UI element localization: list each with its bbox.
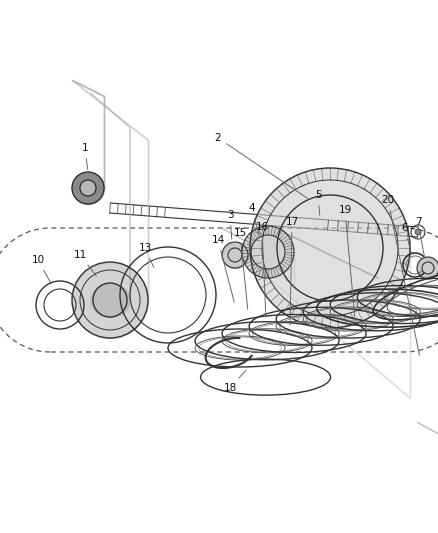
Wedge shape	[84, 196, 88, 204]
Text: 13: 13	[138, 243, 154, 268]
Wedge shape	[80, 173, 86, 181]
Text: 10: 10	[32, 255, 51, 282]
Wedge shape	[88, 172, 92, 180]
Wedge shape	[95, 190, 103, 196]
Wedge shape	[74, 192, 82, 199]
Text: 19: 19	[339, 205, 355, 317]
Wedge shape	[95, 180, 103, 186]
Wedge shape	[92, 174, 99, 182]
Text: 5: 5	[314, 190, 321, 215]
Wedge shape	[72, 184, 80, 188]
Wedge shape	[96, 184, 104, 188]
Text: 17: 17	[286, 217, 299, 325]
Text: 2: 2	[215, 133, 308, 198]
Text: 15: 15	[233, 228, 248, 309]
Wedge shape	[74, 176, 82, 184]
Wedge shape	[73, 190, 81, 196]
Wedge shape	[90, 195, 96, 204]
Text: 16: 16	[255, 222, 268, 317]
Text: 7: 7	[415, 217, 424, 257]
Wedge shape	[88, 196, 92, 204]
Wedge shape	[90, 173, 96, 181]
Text: 18: 18	[223, 370, 246, 393]
Wedge shape	[84, 172, 88, 180]
Text: 14: 14	[212, 235, 234, 302]
Wedge shape	[80, 195, 86, 204]
Wedge shape	[92, 193, 99, 202]
Wedge shape	[77, 193, 84, 202]
Wedge shape	[73, 180, 81, 186]
Wedge shape	[72, 188, 80, 192]
Wedge shape	[94, 176, 102, 184]
Wedge shape	[94, 192, 102, 199]
Text: 6: 6	[402, 223, 411, 254]
Text: 3: 3	[227, 210, 233, 239]
Text: 4: 4	[249, 203, 259, 235]
Circle shape	[415, 229, 421, 235]
Text: 1: 1	[82, 143, 88, 169]
Wedge shape	[96, 188, 104, 192]
Text: 11: 11	[74, 250, 96, 276]
Wedge shape	[77, 174, 84, 182]
Text: 20: 20	[381, 195, 420, 356]
